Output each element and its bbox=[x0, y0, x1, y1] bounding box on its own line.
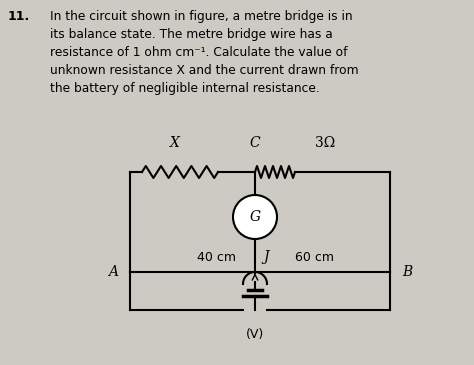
Text: 11.: 11. bbox=[8, 10, 30, 23]
Text: B: B bbox=[402, 265, 412, 279]
Text: J: J bbox=[263, 250, 269, 264]
Text: the battery of negligible internal resistance.: the battery of negligible internal resis… bbox=[50, 82, 320, 95]
Text: X: X bbox=[170, 136, 180, 150]
Text: 60 cm: 60 cm bbox=[295, 251, 335, 264]
Text: unknown resistance X and the current drawn from: unknown resistance X and the current dra… bbox=[50, 64, 359, 77]
Text: its balance state. The metre bridge wire has a: its balance state. The metre bridge wire… bbox=[50, 28, 333, 41]
Circle shape bbox=[233, 195, 277, 239]
Text: (V): (V) bbox=[246, 328, 264, 341]
Text: 3Ω: 3Ω bbox=[315, 136, 335, 150]
Text: In the circuit shown in figure, a metre bridge is in: In the circuit shown in figure, a metre … bbox=[50, 10, 353, 23]
Text: 40 cm: 40 cm bbox=[198, 251, 237, 264]
Text: G: G bbox=[249, 210, 261, 224]
Text: resistance of 1 ohm cm⁻¹. Calculate the value of: resistance of 1 ohm cm⁻¹. Calculate the … bbox=[50, 46, 347, 59]
Text: C: C bbox=[250, 136, 260, 150]
Text: A: A bbox=[108, 265, 118, 279]
